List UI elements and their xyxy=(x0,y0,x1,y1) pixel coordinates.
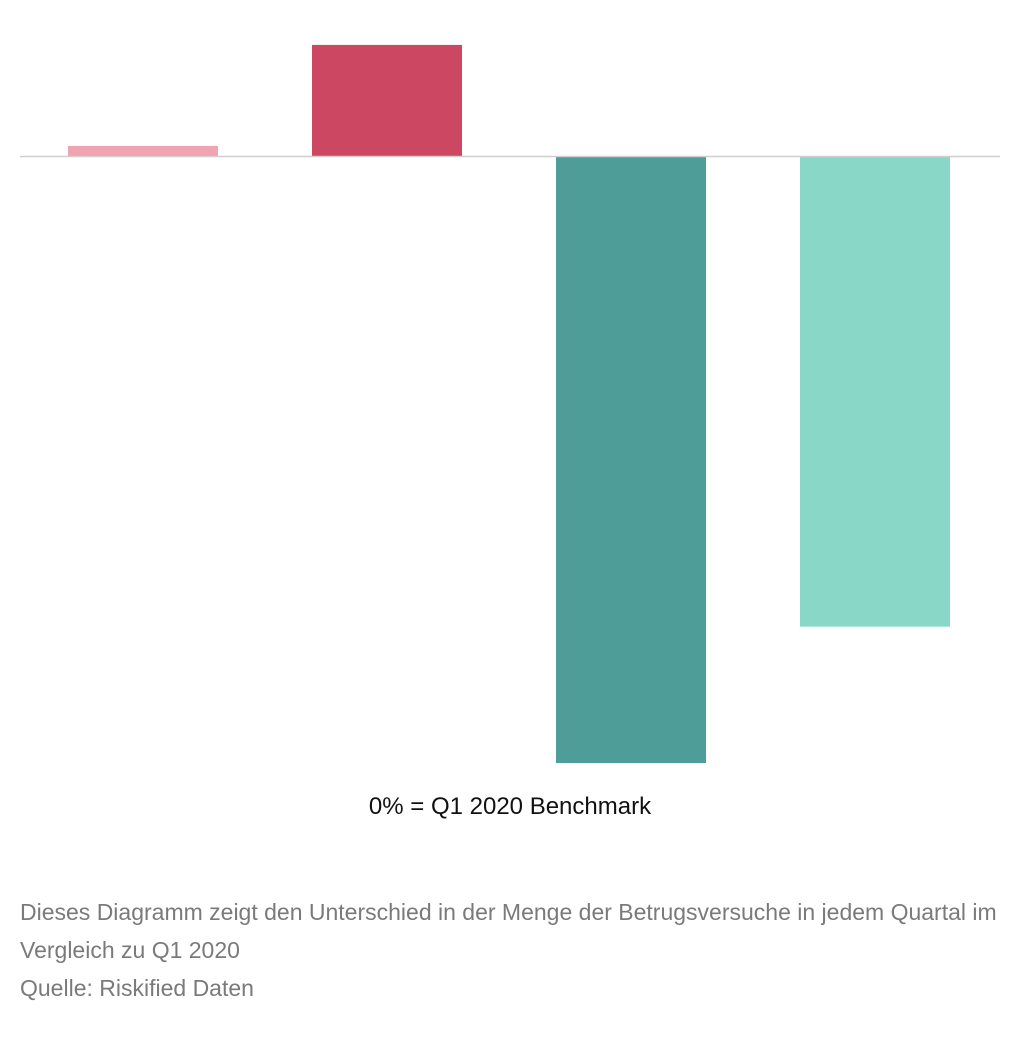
bar-4 xyxy=(800,157,950,627)
bar-1 xyxy=(68,145,218,156)
bar-chart xyxy=(20,44,1000,763)
caption-description: Dieses Diagramm zeigt den Unterschied in… xyxy=(20,899,997,963)
caption-source: Quelle: Riskified Daten xyxy=(20,975,254,1001)
bar-2 xyxy=(312,44,462,156)
benchmark-label: 0% = Q1 2020 Benchmark xyxy=(368,793,652,820)
chart-caption: Dieses Diagramm zeigt den Unterschied in… xyxy=(20,893,1010,1007)
bar-3 xyxy=(556,157,706,763)
